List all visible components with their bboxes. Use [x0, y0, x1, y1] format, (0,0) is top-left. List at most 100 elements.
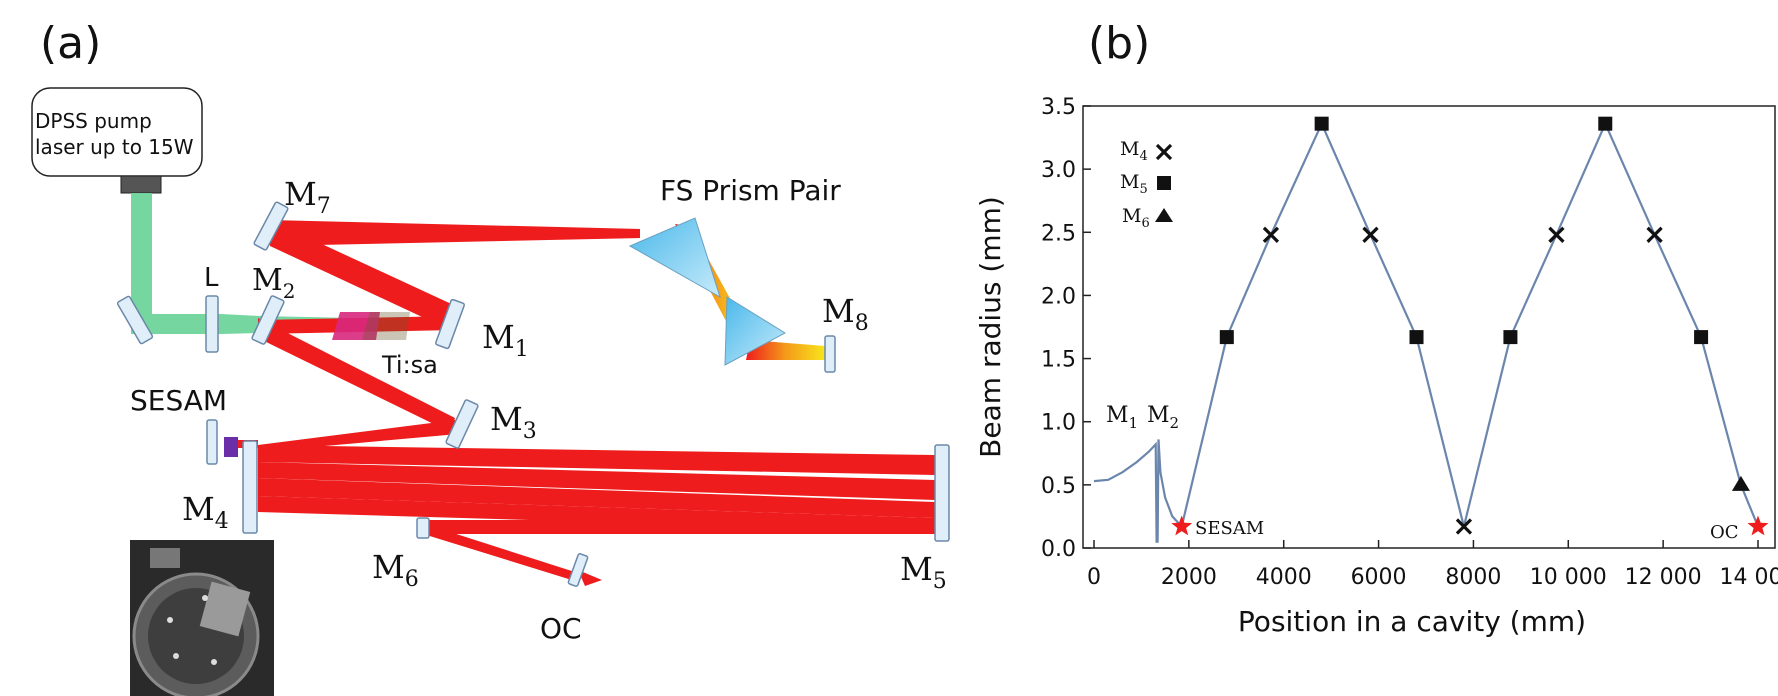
prism-2 [724, 296, 787, 366]
marker-cross-stroke [1548, 226, 1565, 243]
y-tick-label: 2.0 [1041, 284, 1076, 309]
legend-marker-cross [1155, 143, 1173, 161]
legend-label-m5: M5 [1120, 171, 1148, 197]
pump-laser-box [31, 87, 203, 177]
beam-m4-m5-3 [258, 478, 935, 518]
marker-m5 [1694, 330, 1709, 345]
legend: M4 M5 M6 [1120, 138, 1173, 231]
label-m2: M2 [252, 263, 295, 303]
photo-bolt-2 [173, 653, 179, 659]
y-tick-label: 1.0 [1041, 411, 1076, 436]
photo-bolt-1 [167, 617, 173, 623]
y-tick-label: 1.5 [1041, 348, 1076, 373]
label-lens: L [204, 263, 219, 293]
label-m3: M3 [490, 400, 537, 444]
marker-m5 [1314, 116, 1329, 131]
panel-a-schematic: (a) DPSS pump laser up to 15W [31, 18, 950, 696]
label-oc: OC [540, 612, 582, 645]
cavity-beams [232, 220, 935, 586]
beam-m4-m5-1 [258, 445, 935, 475]
chart-annotations: M1 M2 SESAM OC [1106, 403, 1739, 543]
y-tick-label: 0.5 [1041, 474, 1076, 499]
marker-m4 [1455, 518, 1473, 535]
mirror-m8 [824, 335, 836, 373]
marker-m6 [1731, 475, 1750, 491]
ti-sapphire-crystal [332, 312, 410, 340]
marker-m5 [1409, 330, 1424, 345]
label-m8: M8 [822, 292, 869, 336]
marker-m5 [1598, 116, 1613, 131]
annotation-m1: M1 [1106, 403, 1138, 432]
label-m4: M4 [182, 490, 229, 534]
photo-bolt-3 [211, 659, 217, 665]
label-m7: M7 [284, 175, 331, 219]
marker-m4 [1262, 226, 1280, 243]
x-tick-label: 6000 [1351, 565, 1407, 590]
y-tick-label: 3.0 [1041, 158, 1076, 183]
beam-m7-prism [270, 220, 640, 246]
label-crystal: Ti:sa [381, 351, 438, 379]
mirror-m2 [251, 295, 285, 345]
marker-m5 [1219, 330, 1234, 345]
x-tick-label: 8000 [1445, 565, 1501, 590]
mirror-m4 [242, 440, 258, 534]
mirror-m7 [253, 201, 289, 251]
photo-clamp [150, 548, 180, 568]
crystal-overlap [362, 312, 410, 340]
marker-cross-stroke [1455, 518, 1473, 535]
x-tick-label: 4000 [1256, 565, 1312, 590]
plot-frame [1082, 105, 1776, 549]
pump-laser: DPSS pump laser up to 15W [31, 87, 203, 194]
y-axis-label: Beam radius (mm) [974, 196, 1007, 458]
beam-m2-m3 [258, 318, 455, 432]
prism-1 [628, 217, 721, 299]
y-tick-label: 0.0 [1041, 537, 1076, 562]
label-sesam: SESAM [130, 384, 227, 417]
mirror-m6 [416, 517, 430, 539]
output-coupler [567, 553, 589, 587]
pump-laser-aperture [120, 175, 162, 194]
x-tick-label: 0 [1087, 565, 1101, 590]
legend-label-m4: M4 [1120, 138, 1148, 164]
legend-marker-triangle [1155, 208, 1173, 222]
marker-m4 [1646, 226, 1663, 243]
beam-radius-curve [1093, 120, 1760, 543]
x-axis-ticks: 0 2000 4000 6000 8000 10 000 12 000 14 000 [1087, 540, 1778, 590]
beam-m5-m6 [420, 520, 935, 534]
marker-m5 [1503, 330, 1518, 345]
laser-photo-inset [130, 540, 274, 696]
marker-cross-stroke [1362, 226, 1379, 243]
crystal-body [332, 312, 380, 340]
label-m5: M5 [900, 550, 947, 594]
pump-laser-label-line2: laser up to 15W [35, 135, 194, 159]
y-axis-ticks: 0.0 0.5 1.0 1.5 2.0 2.5 3.0 3.5 [1041, 95, 1091, 562]
label-m1: M1 [482, 318, 529, 362]
legend-marker-square [1157, 176, 1171, 190]
photo-bolt-4 [202, 595, 208, 601]
sesam-absorber [224, 437, 238, 457]
data-markers [1171, 116, 1769, 536]
beam-m3-m4 [258, 420, 458, 452]
beam-m7-m1 [270, 220, 460, 330]
mirror-m1 [435, 298, 465, 350]
beam-m6-oc [420, 523, 578, 581]
pump-beam-horizontal [131, 314, 221, 334]
output-arrow [578, 570, 602, 586]
panel-b-chart: (b) 0.0 0.5 1.0 1.5 2.0 2.5 3.0 3.5 0 2000 4000 60… [974, 18, 1778, 638]
beam-prism-m8 [746, 340, 825, 360]
panel-a-label: (a) [40, 18, 101, 69]
beam-m5-m4-2 [258, 462, 935, 500]
lens-l [205, 295, 219, 353]
mirrors [116, 201, 950, 587]
marker-cross-stroke [1646, 226, 1663, 243]
photo-mount [199, 581, 251, 637]
annotation-m2: M2 [1147, 403, 1179, 432]
mirror-m3 [445, 399, 479, 449]
sesam-mount [206, 419, 218, 465]
marker-m4 [1362, 226, 1379, 243]
mirror-m5 [934, 444, 950, 542]
x-tick-label: 14 000 [1720, 565, 1778, 590]
annotation-oc: OC [1710, 522, 1739, 543]
component-labels: L M7 M2 M1 Ti:sa SESAM M3 M4 M6 M5 OC FS… [130, 174, 947, 645]
pump-laser-label-line1: DPSS pump [35, 109, 152, 133]
